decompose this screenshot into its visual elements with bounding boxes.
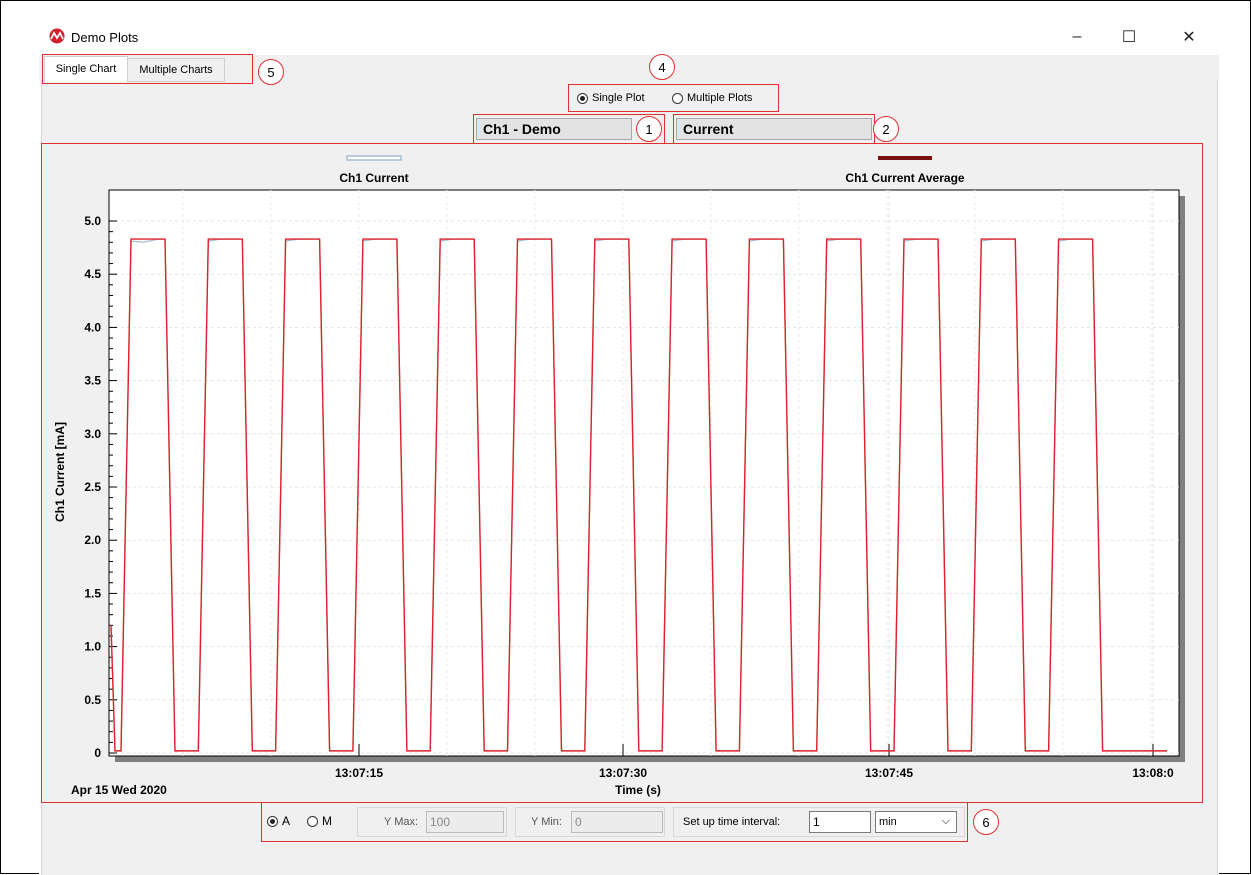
ymin-label: Y Min:	[531, 816, 562, 828]
series-line-average	[110, 238, 1167, 752]
title-bar	[39, 17, 1219, 55]
annotation-badge-4: 4	[649, 54, 675, 80]
interval-unit-value: min	[879, 816, 897, 828]
y-tick-label: 0.5	[84, 693, 101, 707]
current-chart[interactable]: Ch1 Current Ch1 Current Average 0 0.5 1.0 1…	[43, 145, 1199, 801]
plot-area	[108, 189, 1180, 757]
mode-a-label: A	[282, 814, 291, 828]
annotation-badge-6: 6	[973, 809, 999, 835]
legend-swatch-average	[878, 156, 932, 160]
microchip-logo-icon	[49, 28, 65, 44]
mode-m-radio[interactable]	[307, 815, 318, 827]
channel-selector[interactable]: Ch1 - Demo	[476, 118, 632, 140]
x-tick-label: 13:07:15	[335, 766, 383, 780]
multiple-plots-label: Multiple Plots	[687, 92, 753, 104]
interval-label: Set up time interval:	[683, 816, 781, 828]
y-tick-label: 4.0	[84, 320, 101, 334]
interval-input[interactable]: 1	[809, 811, 871, 833]
legend-swatch-current	[346, 155, 402, 161]
y-tick-label: 2.0	[84, 533, 101, 547]
y-tick-label: 0	[94, 746, 101, 760]
window-title: Demo Plots	[71, 30, 139, 45]
annotation-box-6	[261, 802, 968, 842]
single-plot-radio[interactable]	[577, 92, 588, 104]
x-tick-label: 13:07:30	[599, 766, 647, 780]
x-tick-label: 13:07:45	[865, 766, 913, 780]
annotation-badge-5: 5	[258, 59, 284, 85]
date-label: Apr 15 Wed 2020	[71, 783, 167, 797]
legend-label-average: Ch1 Current Average	[845, 171, 964, 185]
x-axis-label: Time (s)	[615, 783, 661, 797]
multiple-plots-radio[interactable]	[672, 92, 683, 104]
tab-strip	[39, 55, 1219, 81]
close-button[interactable]: ✕	[1182, 29, 1196, 46]
annotation-box-5	[42, 54, 253, 84]
ymax-label: Y Max:	[384, 816, 419, 828]
y-tick-label: 2.5	[84, 480, 101, 494]
ymin-input[interactable]: 0	[571, 811, 663, 833]
y-tick-label: 3.0	[84, 427, 101, 441]
ymax-group	[357, 807, 507, 837]
single-plot-label: Single Plot	[592, 92, 645, 104]
annotation-box-4	[568, 84, 779, 112]
chart-grid	[109, 190, 1179, 756]
chevron-down-icon: ⌵	[941, 815, 950, 827]
y-tick-label: 1.5	[84, 586, 101, 600]
x-axis: 13:07:15 13:07:30 13:07:45 13:08:0	[335, 744, 1174, 780]
annotation-badge-1: 1	[636, 116, 662, 142]
y-tick-label: 5.0	[84, 214, 101, 228]
mode-a-option[interactable]: A	[267, 814, 290, 828]
maximize-button[interactable]: ☐	[1121, 29, 1137, 46]
minimize-button[interactable]: –	[1072, 28, 1082, 45]
mode-m-label: M	[322, 814, 332, 828]
y-axis-label: Ch1 Current [mA]	[53, 422, 67, 522]
interval-unit-select[interactable]: min ⌵	[875, 811, 957, 833]
app-window: Demo Plots – ☐ ✕ Single Chart Multiple C…	[39, 17, 1219, 875]
tab-single-chart[interactable]: Single Chart	[44, 56, 128, 82]
interval-group	[673, 807, 965, 837]
y-tick-label: 3.5	[84, 374, 101, 388]
multiple-plots-option[interactable]: Multiple Plots	[672, 92, 752, 104]
single-plot-option[interactable]: Single Plot	[577, 92, 645, 104]
x-tick-label: 13:08:0	[1132, 766, 1174, 780]
mode-m-option[interactable]: M	[307, 814, 332, 828]
y-tick-label: 1.0	[84, 640, 101, 654]
mode-a-radio[interactable]	[267, 815, 278, 827]
legend-label-current: Ch1 Current	[339, 171, 408, 185]
ymax-input[interactable]: 100	[426, 811, 504, 833]
annotation-badge-2: 2	[873, 116, 899, 142]
measurement-selector[interactable]: Current	[676, 118, 872, 140]
y-tick-label: 4.5	[84, 267, 101, 281]
y-axis: 0 0.5 1.0 1.5 2.0 2.5 3.0 3.5 4.0 4.5 5.0	[84, 214, 117, 760]
ymin-group	[515, 807, 665, 837]
tab-multiple-charts[interactable]: Multiple Charts	[127, 58, 225, 82]
